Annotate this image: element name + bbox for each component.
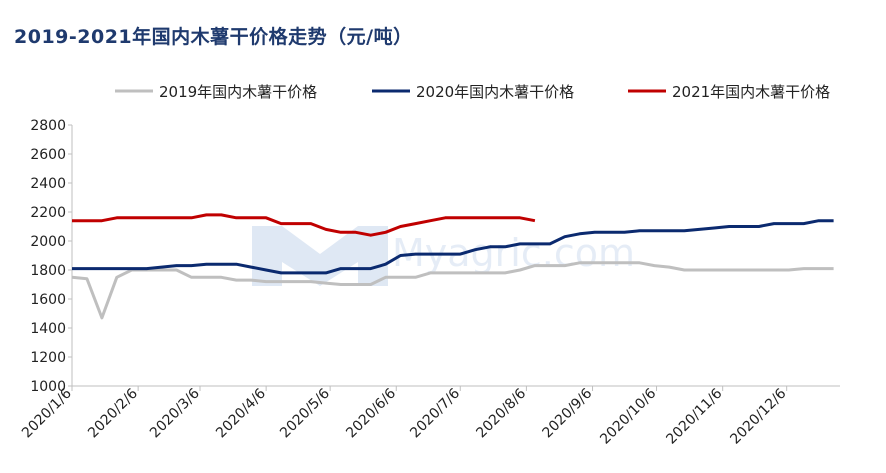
x-tick-label: 2020/9/6 bbox=[540, 385, 596, 441]
y-tick-label: 2000 bbox=[30, 234, 66, 250]
legend-label-1: 2019年国内木薯干价格 bbox=[159, 83, 317, 101]
series-line-1 bbox=[71, 261, 834, 320]
x-tick-label: 2020/4/6 bbox=[213, 385, 269, 441]
y-tick-label: 2800 bbox=[30, 118, 66, 134]
series-line-3 bbox=[72, 213, 536, 237]
x-tick-label: 2020/12/6 bbox=[727, 385, 789, 447]
legend: 2019年国内木薯干价格 2020年国内木薯干价格 2021年国内木薯干价格 bbox=[115, 83, 830, 101]
x-tick-label: 2020/3/6 bbox=[147, 385, 203, 441]
x-tick-label: 2020/5/6 bbox=[277, 385, 333, 441]
legend-label-3: 2021年国内木薯干价格 bbox=[672, 83, 830, 101]
y-tick-label: 1800 bbox=[30, 263, 66, 279]
series-line-2 bbox=[72, 219, 834, 275]
watermark-logo-icon bbox=[252, 226, 388, 286]
x-tick-label: 2020/7/6 bbox=[407, 385, 463, 441]
axes: 1000 1200 1400 1600 1800 2000 2200 2400 2600 2800… bbox=[19, 118, 840, 448]
x-tick-label: 2020/11/6 bbox=[663, 385, 725, 447]
x-tick-label: 2020/6/6 bbox=[343, 385, 399, 441]
x-tick-label: 2020/2/6 bbox=[85, 385, 141, 441]
y-tick-label: 1200 bbox=[30, 350, 66, 366]
chart-title: 2019-2021年国内木薯干价格走势（元/吨） bbox=[14, 26, 413, 48]
y-tick-label: 1600 bbox=[30, 292, 66, 308]
y-tick-label: 2200 bbox=[30, 205, 66, 221]
y-tick-label: 2600 bbox=[30, 147, 66, 163]
x-tick-label: 2020/10/6 bbox=[597, 385, 659, 447]
y-tick-label: 1000 bbox=[30, 379, 66, 395]
y-tick-label: 1400 bbox=[30, 321, 66, 337]
y-tick-label: 2400 bbox=[30, 176, 66, 192]
legend-label-2: 2020年国内木薯干价格 bbox=[416, 83, 574, 101]
plot-area bbox=[71, 213, 834, 320]
x-tick-label: 2020/8/6 bbox=[473, 385, 529, 441]
